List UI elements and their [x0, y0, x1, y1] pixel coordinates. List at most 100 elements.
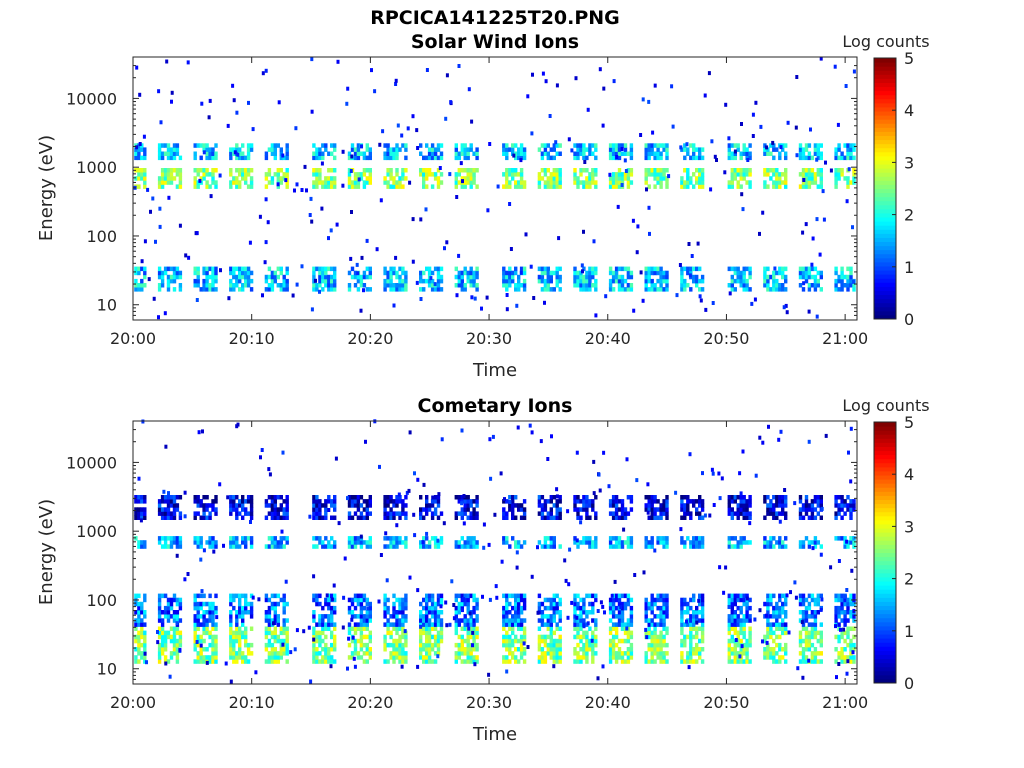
heatmap-cell — [175, 659, 180, 664]
heatmap-cell — [175, 143, 180, 148]
heatmap-cell — [427, 642, 432, 648]
heatmap-cell — [419, 651, 423, 656]
heatmap-cell — [157, 499, 162, 504]
heatmap-cell — [522, 618, 527, 623]
heatmap-cell — [558, 507, 562, 512]
heatmap-cell — [623, 147, 628, 152]
heatmap-cell — [763, 266, 767, 272]
heatmap-cell — [631, 218, 635, 223]
heatmap-cell — [745, 499, 749, 504]
heatmap-cell — [502, 626, 506, 631]
heatmap-cell — [422, 515, 426, 520]
heatmap-cell — [282, 155, 286, 161]
heatmap-cell — [264, 618, 269, 623]
heatmap-cell — [315, 168, 319, 173]
heatmap-cell — [588, 278, 592, 284]
heatmap-cell — [683, 638, 687, 644]
heatmap-cell — [401, 168, 405, 173]
heatmap-cell — [368, 155, 372, 161]
heatmap-cell — [475, 511, 479, 516]
heatmap-cell — [229, 597, 233, 603]
heatmap-cell — [324, 283, 328, 288]
heatmap-cell — [650, 495, 654, 500]
heatmap-cell — [739, 597, 743, 603]
heatmap-cell — [801, 614, 806, 619]
heatmap-cell — [659, 597, 663, 603]
heatmap-cell — [368, 176, 372, 181]
heatmap-cell — [514, 151, 518, 156]
heatmap-cell — [763, 151, 767, 156]
heatmap-cell — [759, 124, 763, 129]
heatmap-cell — [160, 507, 165, 512]
heatmap-cell — [592, 491, 596, 496]
heatmap-cell — [588, 266, 592, 272]
heatmap-cell — [241, 176, 245, 181]
heatmap-cell — [454, 274, 458, 280]
heatmap-cell — [356, 515, 361, 520]
heatmap-cell — [678, 263, 682, 267]
heatmap-cell — [353, 283, 358, 288]
heatmap-cell — [840, 155, 844, 161]
heatmap-cell — [558, 634, 562, 640]
heatmap-cell — [713, 154, 717, 159]
heatmap-cell — [466, 610, 470, 615]
heatmap-cell — [846, 266, 850, 272]
heatmap-cell — [457, 151, 461, 156]
heatmap-cell — [282, 651, 286, 656]
heatmap-cell — [193, 614, 197, 619]
heatmap-cell — [546, 515, 550, 520]
heatmap-cell — [178, 597, 183, 603]
heatmap-cell — [798, 155, 803, 161]
heatmap-cell — [543, 180, 548, 185]
heatmap-cell — [680, 495, 684, 500]
heatmap-cell — [748, 184, 752, 189]
heatmap-cell — [466, 147, 470, 152]
heatmap-cell — [819, 638, 823, 644]
heatmap-cell — [629, 642, 634, 648]
heatmap-cell — [816, 630, 820, 636]
heatmap-cell — [186, 60, 190, 65]
heatmap-cell — [392, 287, 396, 292]
heatmap-cell — [368, 630, 372, 636]
heatmap-cell — [264, 176, 269, 181]
heatmap-cell — [425, 638, 429, 644]
heatmap-cell — [611, 143, 616, 148]
y-tick-label: 100 — [86, 227, 117, 246]
heatmap-cell — [433, 622, 438, 627]
heatmap-cell — [427, 151, 432, 156]
heatmap-cell — [736, 544, 740, 549]
heatmap-cell — [333, 270, 337, 276]
heatmap-cell — [687, 665, 691, 670]
heatmap-cell — [463, 651, 467, 656]
heatmap-cell — [454, 544, 458, 549]
heatmap-cell — [359, 642, 364, 648]
heatmap-cell — [623, 593, 628, 599]
heatmap-cell — [398, 601, 402, 607]
heatmap-cell — [282, 172, 286, 177]
heatmap-cell — [232, 270, 236, 276]
heatmap-cell — [683, 544, 687, 549]
heatmap-cell — [327, 495, 331, 500]
heatmap-cell — [626, 655, 631, 660]
heatmap-cell — [519, 147, 524, 152]
heatmap-cell — [692, 659, 696, 664]
heatmap-cell — [775, 605, 779, 611]
heatmap-cell — [781, 630, 785, 636]
heatmap-cell — [683, 503, 687, 508]
heatmap-cell — [852, 155, 856, 161]
colorbar-step — [874, 58, 896, 63]
heatmap-cell — [546, 151, 550, 156]
heatmap-cell — [433, 626, 438, 631]
heatmap-cell — [158, 224, 162, 229]
heatmap-cell — [608, 601, 613, 607]
heatmap-cell — [157, 601, 162, 607]
heatmap-cell — [466, 503, 470, 508]
heatmap-cell — [594, 266, 598, 272]
heatmap-cell — [653, 659, 657, 664]
heatmap-cell — [172, 147, 177, 152]
heatmap-cell — [837, 614, 841, 619]
heatmap-cell — [807, 143, 812, 148]
heatmap-cell — [469, 511, 473, 516]
heatmap-cell — [424, 207, 428, 212]
heatmap-cell — [205, 495, 209, 500]
